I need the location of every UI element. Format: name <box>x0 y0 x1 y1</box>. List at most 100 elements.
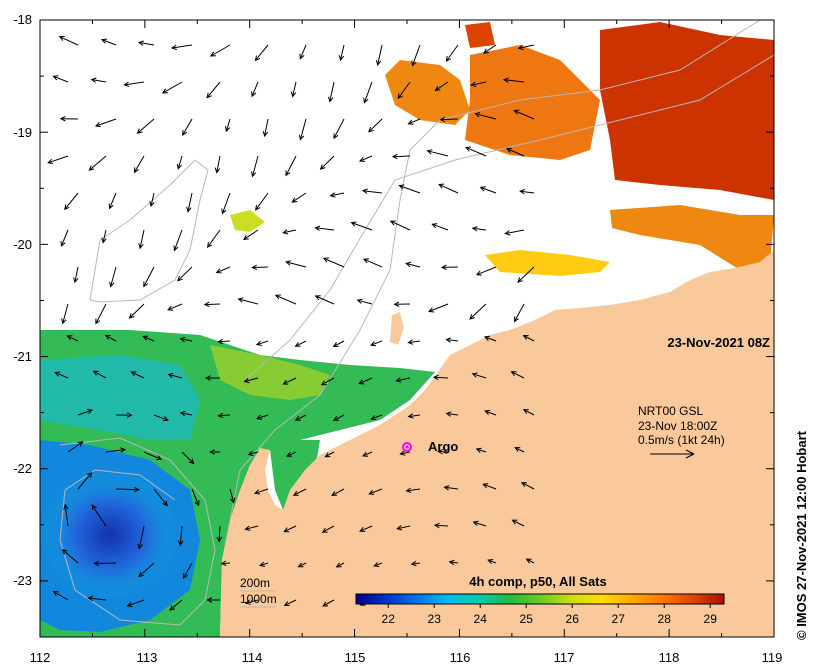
current-vector <box>100 38 117 46</box>
current-vector <box>432 374 449 381</box>
sst-patch-orange-southeast <box>610 205 774 270</box>
current-vector <box>61 303 69 325</box>
current-vector <box>253 488 269 495</box>
current-vector <box>123 81 145 87</box>
current-vector <box>525 558 535 564</box>
colorbar-tick-label: 27 <box>612 612 626 626</box>
current-vector <box>505 147 525 157</box>
current-vector <box>282 229 297 235</box>
current-vector <box>101 229 107 244</box>
current-vector <box>373 561 383 567</box>
current-vector <box>440 264 459 270</box>
current-vector <box>471 226 487 232</box>
current-vector <box>362 258 383 268</box>
current-vector <box>61 548 79 564</box>
current-vector <box>67 441 84 453</box>
current-vector <box>137 40 155 46</box>
current-scale: 0.5m/s (1kt 24h) <box>638 433 725 447</box>
current-vector <box>434 81 449 92</box>
colorbar-tick-label: 22 <box>382 612 396 626</box>
current-vector <box>173 229 183 252</box>
current-vector <box>181 451 195 465</box>
current-vector <box>356 298 373 305</box>
current-vector <box>433 522 449 529</box>
y-tick-label: -20 <box>13 237 32 252</box>
current-vector <box>283 599 297 606</box>
current-vector <box>368 488 383 495</box>
current-vector <box>504 229 525 236</box>
current-vector <box>63 503 69 527</box>
current-vector <box>206 597 220 603</box>
current-vector <box>64 192 79 211</box>
current-vector <box>445 411 459 417</box>
current-vector <box>319 155 335 170</box>
current-vector <box>285 155 297 177</box>
y-axis-labels: -18 -19 -20 -21 -22 -23 <box>13 12 32 588</box>
current-vector <box>54 371 69 379</box>
current-vector <box>153 488 168 507</box>
current-vector <box>359 525 373 532</box>
current-vector <box>255 192 269 211</box>
x-tick-label: 117 <box>554 650 575 665</box>
current-vector <box>77 408 94 416</box>
current-vector <box>133 155 145 174</box>
colorbar-title: 4h comp, p50, All Sats <box>469 574 607 589</box>
current-vector <box>177 266 193 282</box>
current-vector <box>395 377 411 383</box>
sst-patch-yellow-small <box>230 210 265 232</box>
current-vector <box>143 451 163 461</box>
current-vector <box>161 81 183 94</box>
isobath-legend: 200m 1000m <box>240 576 277 608</box>
isobath-label-1000m: 1000m <box>240 592 277 606</box>
current-vector <box>91 504 107 527</box>
current-vector <box>186 192 193 213</box>
current-vector <box>73 266 79 284</box>
current-vector <box>206 229 221 248</box>
current-vector <box>229 488 236 504</box>
current-vector <box>237 297 259 305</box>
current-vector <box>262 118 269 138</box>
current-vector <box>322 257 345 268</box>
current-vector <box>142 335 155 342</box>
current-vector <box>472 520 487 527</box>
current-vector <box>87 595 107 602</box>
current-vector <box>445 44 459 62</box>
current-vector <box>314 295 335 305</box>
land-mainland <box>220 250 774 637</box>
current-vector <box>182 118 193 136</box>
current-vector <box>209 44 231 57</box>
current-vector <box>244 599 259 605</box>
land-island <box>390 312 404 345</box>
colorbar-tick-label: 26 <box>566 612 580 626</box>
current-vector <box>502 77 525 83</box>
x-tick-label: 118 <box>659 650 680 665</box>
current-vector <box>179 336 193 343</box>
current-vector <box>47 155 69 164</box>
current-vector <box>475 266 497 276</box>
current-vector <box>445 337 459 343</box>
current-vector <box>358 155 373 162</box>
sst-patch-orange <box>385 60 470 125</box>
current-vector <box>299 44 307 60</box>
current-vector <box>255 340 269 346</box>
current-vector <box>169 599 183 611</box>
current-vector <box>109 266 117 288</box>
current-vector <box>286 451 297 457</box>
current-vector <box>126 599 145 608</box>
x-tick-label: 113 <box>137 650 158 665</box>
current-vector <box>475 447 487 453</box>
sst-patch-orange-east <box>465 45 600 160</box>
colorbar-tick-label: 24 <box>474 612 488 626</box>
current-vector <box>216 525 223 543</box>
sst-patch-gulf <box>270 440 320 515</box>
argo-float: Argo <box>402 439 458 454</box>
current-vector <box>58 36 79 46</box>
current-vector <box>206 81 221 99</box>
current-vector <box>439 116 459 123</box>
current-vector <box>431 223 449 231</box>
x-tick-label: 119 <box>762 650 783 665</box>
argo-marker <box>402 442 412 452</box>
current-vector <box>88 155 107 171</box>
x-tick-label: 115 <box>345 650 366 665</box>
